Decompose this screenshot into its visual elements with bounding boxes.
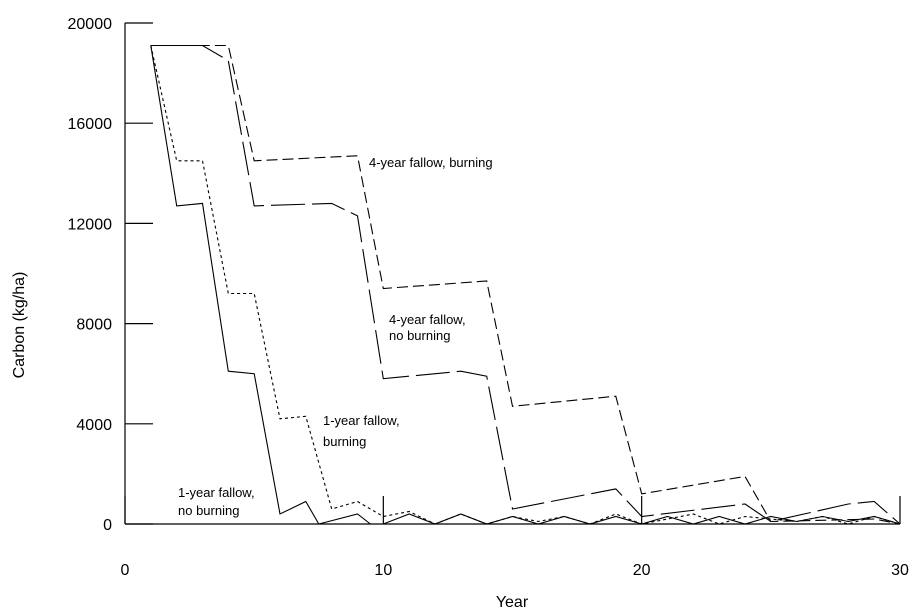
series-annotation: no burning <box>389 328 450 343</box>
x-tick-label: 20 <box>633 562 651 579</box>
y-tick-label: 0 <box>103 517 112 534</box>
y-tick-label: 20000 <box>68 16 113 33</box>
series-annotation: no burning <box>178 503 239 518</box>
y-axis-label: Carbon (kg/ha) <box>11 272 28 379</box>
series-annotation: burning <box>323 434 366 449</box>
series-line-1 <box>150 45 901 525</box>
y-tick-label: 4000 <box>76 417 112 434</box>
x-tick-label: 0 <box>121 562 130 579</box>
series-line-2 <box>150 44 901 525</box>
y-tick-label: 16000 <box>68 116 113 133</box>
series-annotation: 4-year fallow, <box>389 312 466 327</box>
series-annotation: 1-year fallow, <box>178 485 255 500</box>
series-line-0 <box>150 45 901 525</box>
series-layer <box>150 44 901 525</box>
axes: 0 4000 8000 12000 16000 20000 0 10 20 30 <box>68 16 910 579</box>
x-tick-label: 10 <box>374 562 392 579</box>
series-line-3 <box>150 44 901 525</box>
x-tick-label: 30 <box>891 562 909 579</box>
y-tick-label: 8000 <box>76 317 112 334</box>
series-annotation: 1-year fallow, <box>323 413 400 428</box>
x-axis-label: Year <box>496 594 529 611</box>
labels-layer: Year Carbon (kg/ha) 1-year fallow, no bur… <box>11 155 529 611</box>
y-tick-label: 12000 <box>68 216 113 233</box>
series-annotation: 4-year fallow, burning <box>369 155 493 170</box>
